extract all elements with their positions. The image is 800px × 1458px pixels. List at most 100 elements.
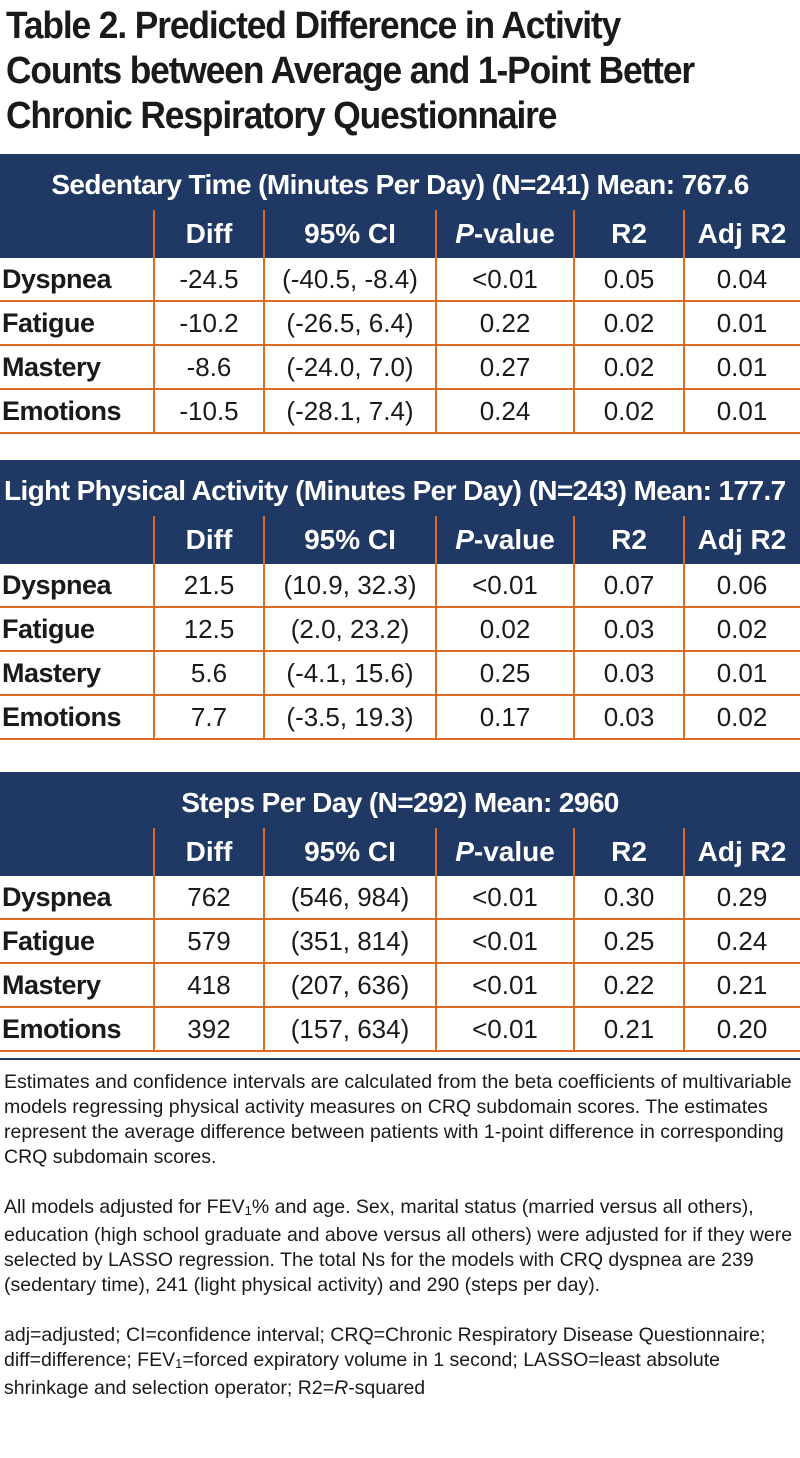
column-divider: [573, 964, 575, 1008]
column-divider: [683, 346, 685, 390]
column-divider: [683, 920, 685, 964]
cell-ci: (351, 814): [290, 926, 410, 956]
cell-ci: (-26.5, 6.4): [286, 308, 414, 338]
column-divider: [263, 302, 265, 346]
cell-p: <0.01: [472, 1014, 538, 1044]
cell-p: 0.17: [479, 702, 531, 732]
cell-diff: 5.6: [190, 658, 228, 688]
row-label: Dyspnea: [2, 570, 112, 600]
cell-diff: 12.5: [183, 614, 235, 644]
column-divider: [573, 608, 575, 652]
cell-adj-r2: 0.02: [716, 702, 768, 732]
row-label: Mastery: [2, 970, 101, 1000]
column-divider: [683, 210, 685, 258]
cell-r2: 0.22: [603, 970, 655, 1000]
cell-r2: 0.25: [603, 926, 655, 956]
column-divider: [153, 964, 155, 1008]
table-row: Dyspnea -24.5 (-40.5, -8.4) <0.01 0.05 0.04: [0, 258, 800, 302]
column-header-ci: 95% CI: [304, 218, 396, 249]
section-title: Steps Per Day (N=292) Mean: 2960: [181, 787, 619, 818]
table-section-1: Sedentary Time (Minutes Per Day) (N=241)…: [0, 154, 800, 434]
cell-diff: 392: [187, 1014, 231, 1044]
cell-adj-r2: 0.01: [716, 352, 768, 382]
cell-adj-r2: 0.01: [716, 396, 768, 426]
table-row: Fatigue 12.5 (2.0, 23.2) 0.02 0.03 0.02: [0, 608, 800, 652]
cell-diff: 7.7: [190, 702, 228, 732]
column-divider: [153, 828, 155, 876]
cell-adj-r2: 0.06: [716, 570, 768, 600]
column-divider: [435, 564, 437, 608]
column-divider: [153, 608, 155, 652]
column-header-diff: Diff: [185, 218, 233, 249]
column-divider: [435, 1008, 437, 1052]
table-row: Fatigue -10.2 (-26.5, 6.4) 0.22 0.02 0.01: [0, 302, 800, 346]
section-title: Light Physical Activity (Minutes Per Day…: [4, 475, 786, 506]
cell-adj-r2: 0.01: [716, 658, 768, 688]
cell-r2: 0.02: [603, 308, 655, 338]
column-divider: [683, 964, 685, 1008]
column-divider: [263, 516, 265, 564]
column-divider: [573, 696, 575, 740]
column-divider: [435, 258, 437, 302]
column-divider: [435, 346, 437, 390]
cell-p: 0.25: [479, 658, 531, 688]
cell-diff: -10.5: [179, 396, 239, 426]
footnote-estimates: Estimates and confidence intervals are c…: [4, 1071, 792, 1168]
row-label: Fatigue: [2, 614, 95, 644]
column-divider: [573, 346, 575, 390]
column-divider: [153, 346, 155, 390]
column-divider: [683, 652, 685, 696]
column-divider: [263, 652, 265, 696]
section-header: Steps Per Day (N=292) Mean: 2960 Diff 95% …: [0, 772, 800, 876]
column-divider: [153, 696, 155, 740]
column-header-p: P-value: [455, 524, 555, 555]
column-divider: [263, 210, 265, 258]
cell-ci: (207, 636): [290, 970, 410, 1000]
cell-r2: 0.03: [603, 614, 655, 644]
column-divider: [153, 258, 155, 302]
column-divider: [435, 516, 437, 564]
footnote-abbreviations: adj=adjusted; CI=confidence interval; CR…: [4, 1324, 766, 1399]
section-header: Sedentary Time (Minutes Per Day) (N=241)…: [0, 154, 800, 258]
cell-r2: 0.03: [603, 702, 655, 732]
table-bottom-rule: [0, 1058, 800, 1060]
cell-p: 0.24: [479, 396, 531, 426]
cell-p: <0.01: [472, 926, 538, 956]
cell-adj-r2: 0.24: [716, 926, 768, 956]
column-divider: [263, 608, 265, 652]
cell-p: <0.01: [472, 970, 538, 1000]
column-divider: [573, 390, 575, 434]
column-divider: [153, 210, 155, 258]
table-section-2: Light Physical Activity (Minutes Per Day…: [0, 460, 800, 740]
table-row: Fatigue 579 (351, 814) <0.01 0.25 0.24: [0, 920, 800, 964]
column-divider: [573, 564, 575, 608]
column-divider: [435, 964, 437, 1008]
column-divider: [683, 390, 685, 434]
cell-ci: (2.0, 23.2): [290, 614, 410, 644]
cell-ci: (157, 634): [290, 1014, 410, 1044]
cell-adj-r2: 0.29: [716, 882, 768, 912]
section-header: Light Physical Activity (Minutes Per Day…: [0, 460, 800, 564]
column-divider: [263, 920, 265, 964]
cell-r2: 0.02: [603, 396, 655, 426]
column-divider: [683, 302, 685, 346]
column-header-adj-r2: Adj R2: [697, 218, 787, 249]
column-header-r2: R2: [611, 218, 647, 249]
table-footnotes: Estimates and confidence intervals are c…: [4, 1070, 794, 1426]
column-divider: [435, 652, 437, 696]
row-label: Emotions: [2, 1014, 122, 1044]
column-divider: [573, 1008, 575, 1052]
table-row: Mastery 5.6 (-4.1, 15.6) 0.25 0.03 0.01: [0, 652, 800, 696]
column-header-ci: 95% CI: [304, 836, 396, 867]
row-label: Emotions: [2, 702, 122, 732]
column-divider: [263, 964, 265, 1008]
table-row: Dyspnea 21.5 (10.9, 32.3) <0.01 0.07 0.06: [0, 564, 800, 608]
column-divider: [263, 564, 265, 608]
cell-diff: 579: [187, 926, 231, 956]
column-divider: [153, 516, 155, 564]
table-section-3: Steps Per Day (N=292) Mean: 2960 Diff 95% …: [0, 772, 800, 1052]
section-title: Sedentary Time (Minutes Per Day) (N=241)…: [51, 169, 749, 200]
column-divider: [573, 828, 575, 876]
table-row: Emotions -10.5 (-28.1, 7.4) 0.24 0.02 0.01: [0, 390, 800, 434]
cell-p: <0.01: [472, 570, 538, 600]
